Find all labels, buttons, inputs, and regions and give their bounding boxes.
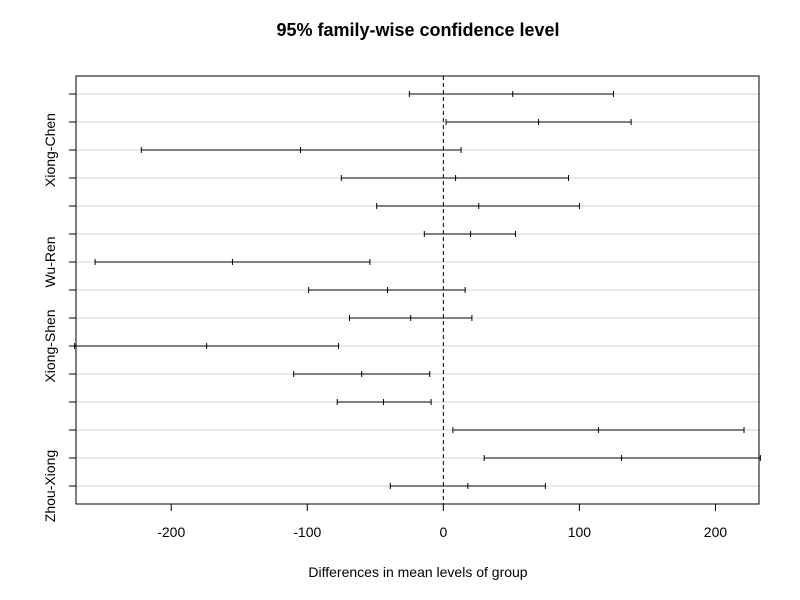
x-tick-label: 100 bbox=[568, 524, 592, 540]
interval-7 bbox=[94, 259, 371, 265]
interval-13 bbox=[452, 427, 745, 433]
interval-11 bbox=[293, 371, 431, 377]
interval-10 bbox=[74, 343, 340, 349]
x-tick-label: -100 bbox=[293, 524, 321, 540]
interval-5 bbox=[376, 203, 580, 209]
interval-6 bbox=[423, 231, 516, 237]
interval-8 bbox=[308, 287, 466, 293]
x-axis-label: Differences in mean levels of group bbox=[308, 564, 527, 580]
chart-title: 95% family-wise confidence level bbox=[276, 20, 559, 40]
interval-15 bbox=[389, 483, 546, 489]
y-axis: Xiong-Chen Wu-Ren Xiong-Shen Zhou-Xiong bbox=[42, 93, 76, 522]
interval-14 bbox=[483, 455, 761, 461]
interval-12 bbox=[336, 399, 432, 405]
interval-3 bbox=[140, 147, 462, 153]
interval-9 bbox=[348, 315, 473, 321]
x-axis: -200 -100 0 100 200 bbox=[157, 504, 727, 540]
y-tick-label: Xiong-Shen bbox=[42, 309, 58, 382]
x-tick-label: 0 bbox=[439, 524, 447, 540]
y-tick-label: Wu-Ren bbox=[42, 236, 58, 287]
x-tick-label: -200 bbox=[157, 524, 185, 540]
y-tick-label: Zhou-Xiong bbox=[42, 450, 58, 522]
x-tick-label: 200 bbox=[704, 524, 728, 540]
intervals bbox=[74, 91, 761, 489]
y-tick-label: Xiong-Chen bbox=[42, 113, 58, 187]
interval-2 bbox=[445, 119, 632, 125]
interval-4 bbox=[340, 175, 570, 181]
interval-1 bbox=[408, 91, 614, 97]
